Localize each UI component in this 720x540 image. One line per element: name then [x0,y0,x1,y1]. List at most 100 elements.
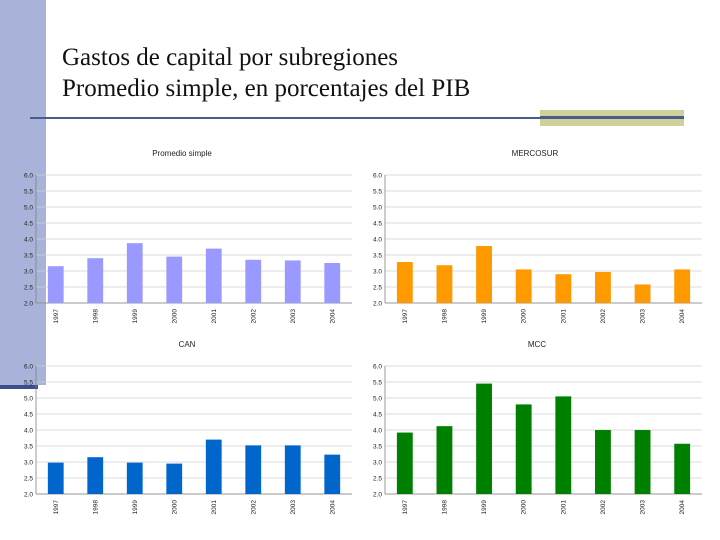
x-tick-label: 1999 [481,500,488,515]
x-tick-label: 2000 [521,500,528,515]
x-tick-label: 1999 [132,309,139,324]
y-tick-label: 2.5 [373,476,382,483]
bar [476,383,492,494]
bar [126,462,143,494]
slide-left-accent-bar [0,0,46,385]
bar [205,248,222,303]
bar [284,445,301,494]
bar [436,265,453,303]
x-tick-label: 2003 [290,500,297,515]
y-tick-label: 5.0 [373,396,382,403]
x-tick-label: 1998 [92,309,99,324]
slide-title-line-1: Gastos de capital por subregiones [62,44,399,71]
bar [515,404,532,494]
x-tick-label: 2001 [211,500,218,515]
bar [396,432,413,494]
chart-1: MERCOSUR 6.0 5.5 5.0 4.5 4.0 3.5 3.0 2.5 2.0 1997 1… [373,149,702,323]
x-tick-label: 2000 [171,309,178,324]
bar [245,445,262,494]
slide-title: Gastos de capital por subregiones Promed… [62,42,702,104]
x-tick-label: 1997 [402,500,409,515]
x-tick-label: 1997 [53,500,60,515]
y-tick-label: 3.0 [24,269,33,276]
y-tick-label: 4.0 [373,237,382,244]
y-tick-label: 5.5 [373,189,382,196]
y-tick-label: 2.5 [373,285,382,292]
y-tick-label: 3.5 [373,253,382,260]
y-tick-label: 4.5 [24,412,33,419]
y-tick-label: 3.0 [373,269,382,276]
chart-title: CAN [179,340,196,349]
y-tick-label: 5.5 [373,380,382,387]
x-tick-label: 1997 [53,309,60,324]
y-tick-label: 4.0 [24,237,33,244]
y-tick-label: 5.0 [373,205,382,212]
x-tick-label: 2002 [600,500,607,515]
bar [396,262,413,303]
bar [595,271,611,303]
x-tick-label: 1999 [481,309,488,324]
bar [476,246,492,303]
x-tick-label: 2001 [560,500,567,515]
y-tick-label: 2.0 [24,492,33,499]
y-tick-label: 4.5 [373,221,382,228]
x-tick-label: 2004 [329,309,336,324]
x-tick-label: 2002 [250,309,257,324]
bar [674,443,691,494]
bar [555,274,572,303]
bar [87,258,104,303]
y-tick-label: 3.5 [24,253,33,260]
y-tick-label: 6.0 [373,173,382,180]
x-tick-label: 2002 [250,500,257,515]
bar [634,430,651,494]
y-tick-label: 2.5 [24,476,33,483]
bar [674,269,691,303]
y-tick-label: 6.0 [24,364,33,371]
bar [555,396,572,494]
chart-title: Promedio simple [152,149,212,158]
x-tick-label: 2004 [679,309,686,324]
x-tick-label: 2004 [679,500,686,515]
chart-3: MCC 6.0 5.5 5.0 4.5 4.0 3.5 3.0 2.5 2.0 1997 1998 19… [373,340,702,514]
y-tick-label: 5.5 [24,189,33,196]
y-tick-label: 5.0 [24,396,33,403]
chart-2: CAN 6.0 5.5 5.0 4.5 4.0 3.5 3.0 2.5 2.0 1997 1998 19… [24,340,352,514]
slide-title-line-2: Promedio simple, en porcentajes del PIB [62,75,471,102]
y-tick-label: 4.5 [24,221,33,228]
y-tick-label: 2.0 [24,301,33,308]
y-tick-label: 6.0 [24,173,33,180]
slide-left-accent-mark [0,385,38,389]
y-tick-label: 2.5 [24,285,33,292]
bar [284,260,301,303]
bar [634,284,651,303]
chart-0: Promedio simple 6.0 5.5 5.0 4.5 4.0 3.5 3.0 2.5 2… [24,149,352,323]
x-tick-label: 2003 [640,309,647,324]
bar [47,266,64,303]
y-tick-label: 2.0 [373,492,382,499]
x-tick-label: 2003 [640,500,647,515]
x-tick-label: 1999 [132,500,139,515]
y-tick-label: 2.0 [373,301,382,308]
x-tick-label: 2003 [290,309,297,324]
y-tick-label: 4.0 [24,428,33,435]
x-tick-label: 2001 [211,309,218,324]
bar [245,259,262,303]
x-tick-label: 2000 [521,309,528,324]
x-tick-label: 2000 [171,500,178,515]
x-tick-label: 2001 [560,309,567,324]
bar [324,454,341,494]
y-tick-label: 4.5 [373,412,382,419]
chart-title: MERCOSUR [512,149,559,158]
y-tick-label: 6.0 [373,364,382,371]
x-tick-label: 1997 [402,309,409,324]
bar [515,269,532,303]
y-tick-label: 3.5 [24,444,33,451]
bar [595,430,611,494]
title-rule [30,117,684,119]
y-tick-label: 3.5 [373,444,382,451]
bar [166,256,183,303]
y-tick-label: 3.0 [24,460,33,467]
chart-title: MCC [528,340,546,349]
bar [205,439,222,494]
